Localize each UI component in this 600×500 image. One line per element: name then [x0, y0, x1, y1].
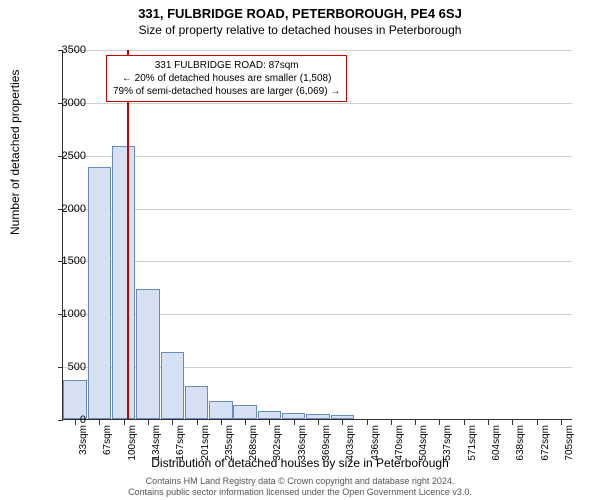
- histogram-bar: [185, 386, 208, 419]
- ytick-label: 1000: [46, 308, 86, 320]
- ytick-label: 3000: [46, 97, 86, 109]
- xtick-mark: [197, 420, 198, 425]
- gridline: [63, 50, 572, 51]
- chart-container: 33sqm67sqm100sqm134sqm167sqm201sqm235sqm…: [62, 50, 572, 420]
- gridline: [63, 103, 572, 104]
- footer-line1: Contains HM Land Registry data © Crown c…: [146, 476, 455, 486]
- ytick-label: 1500: [46, 255, 86, 267]
- xtick-mark: [318, 420, 319, 425]
- footer-attribution: Contains HM Land Registry data © Crown c…: [0, 476, 600, 498]
- xtick-mark: [172, 420, 173, 425]
- annotation-line: ← 20% of detached houses are smaller (1,…: [113, 72, 340, 85]
- histogram-bar: [306, 414, 329, 419]
- ytick-label: 3500: [46, 44, 86, 56]
- histogram-bar: [136, 289, 159, 419]
- histogram-bar: [282, 413, 305, 419]
- xtick-mark: [439, 420, 440, 425]
- xtick-mark: [148, 420, 149, 425]
- annotation-line: 79% of semi-detached houses are larger (…: [113, 85, 340, 98]
- xtick-mark: [99, 420, 100, 425]
- footer-line2: Contains public sector information licen…: [128, 487, 472, 497]
- x-axis-label: Distribution of detached houses by size …: [0, 456, 600, 470]
- y-axis-label: Number of detached properties: [8, 70, 22, 235]
- histogram-bar: [112, 146, 135, 419]
- histogram-bar: [233, 405, 256, 419]
- xtick-mark: [488, 420, 489, 425]
- xtick-mark: [245, 420, 246, 425]
- xtick-label: 33sqm: [78, 425, 89, 455]
- xtick-mark: [269, 420, 270, 425]
- ytick-label: 2000: [46, 203, 86, 215]
- xtick-mark: [294, 420, 295, 425]
- xtick-label: 67sqm: [102, 425, 113, 455]
- xtick-mark: [512, 420, 513, 425]
- histogram-bar: [88, 167, 111, 419]
- xtick-mark: [561, 420, 562, 425]
- annotation-line: 331 FULBRIDGE ROAD: 87sqm: [113, 59, 340, 72]
- histogram-bar: [331, 415, 354, 419]
- chart-title-main: 331, FULBRIDGE ROAD, PETERBOROUGH, PE4 6…: [0, 0, 600, 21]
- gridline: [63, 156, 572, 157]
- ytick-label: 0: [46, 414, 86, 426]
- property-marker-line: [127, 50, 129, 419]
- histogram-bar: [209, 401, 232, 419]
- xtick-mark: [537, 420, 538, 425]
- chart-title-sub: Size of property relative to detached ho…: [0, 21, 600, 37]
- xtick-mark: [221, 420, 222, 425]
- xtick-mark: [367, 420, 368, 425]
- xtick-mark: [415, 420, 416, 425]
- histogram-bar: [161, 352, 184, 419]
- xtick-mark: [124, 420, 125, 425]
- ytick-label: 500: [46, 361, 86, 373]
- ytick-label: 2500: [46, 150, 86, 162]
- plot-area: 33sqm67sqm100sqm134sqm167sqm201sqm235sqm…: [62, 50, 572, 420]
- annotation-box: 331 FULBRIDGE ROAD: 87sqm← 20% of detach…: [106, 55, 347, 102]
- histogram-bar: [258, 411, 281, 419]
- gridline: [63, 261, 572, 262]
- xtick-mark: [342, 420, 343, 425]
- xtick-mark: [391, 420, 392, 425]
- gridline: [63, 209, 572, 210]
- xtick-mark: [464, 420, 465, 425]
